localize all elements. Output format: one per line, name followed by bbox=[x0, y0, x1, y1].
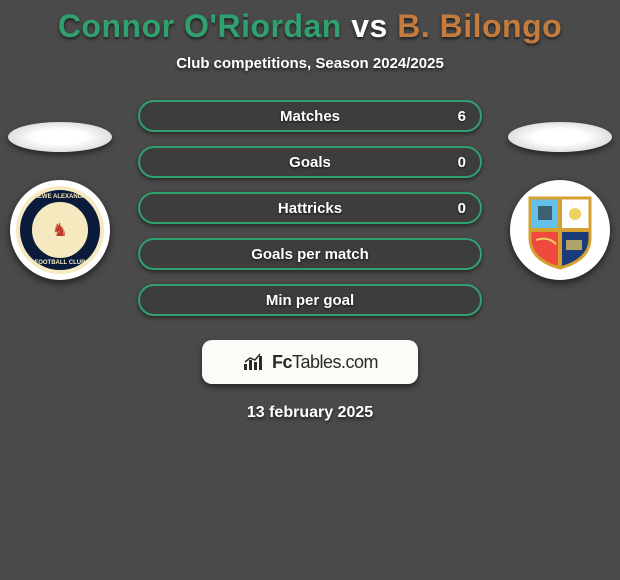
stat-label: Matches bbox=[280, 108, 340, 125]
club-crest-left: CREWE ALEXANDRA ♞ FOOTBALL CLUB bbox=[10, 180, 110, 280]
player1-badges: CREWE ALEXANDRA ♞ FOOTBALL CLUB bbox=[8, 122, 112, 280]
date-text: 13 february 2025 bbox=[247, 404, 373, 422]
subtitle: Club competitions, Season 2024/2025 bbox=[176, 55, 444, 72]
player2-name: B. Bilongo bbox=[397, 8, 562, 44]
stat-row-goals: Goals 0 bbox=[138, 146, 482, 178]
stat-row-goals-per-match: Goals per match bbox=[138, 238, 482, 270]
stat-row-matches: Matches 6 bbox=[138, 100, 482, 132]
shield-icon bbox=[518, 188, 602, 272]
page-title: Connor O'Riordan vs B. Bilongo bbox=[58, 8, 562, 45]
vs-separator: vs bbox=[342, 8, 397, 44]
logo-rest: Tables.com bbox=[292, 352, 378, 372]
player1-name: Connor O'Riordan bbox=[58, 8, 342, 44]
crest-center-icon: ♞ bbox=[40, 210, 80, 250]
stat-row-hattricks: Hattricks 0 bbox=[138, 192, 482, 224]
stat-row-min-per-goal: Min per goal bbox=[138, 284, 482, 316]
stat-label: Min per goal bbox=[266, 292, 354, 309]
logo-text: FcTables.com bbox=[272, 352, 378, 373]
club-crest-right bbox=[510, 180, 610, 280]
player2-badges bbox=[508, 122, 612, 280]
stat-value: 0 bbox=[458, 154, 466, 171]
crest-top-text: CREWE ALEXANDRA bbox=[29, 194, 90, 200]
stat-label: Goals per match bbox=[251, 246, 369, 263]
stat-label: Goals bbox=[289, 154, 331, 171]
logo-bold: Fc bbox=[272, 352, 292, 372]
ellipse-decor bbox=[8, 122, 112, 152]
chart-icon bbox=[242, 352, 266, 372]
stat-value: 0 bbox=[458, 200, 466, 217]
logo-badge: FcTables.com bbox=[202, 340, 418, 384]
stats-list: Matches 6 Goals 0 Hattricks 0 Goals per … bbox=[138, 100, 482, 316]
ellipse-decor bbox=[508, 122, 612, 152]
stat-label: Hattricks bbox=[278, 200, 342, 217]
stat-value: 6 bbox=[458, 108, 466, 125]
crest-bottom-text: FOOTBALL CLUB bbox=[35, 260, 86, 266]
